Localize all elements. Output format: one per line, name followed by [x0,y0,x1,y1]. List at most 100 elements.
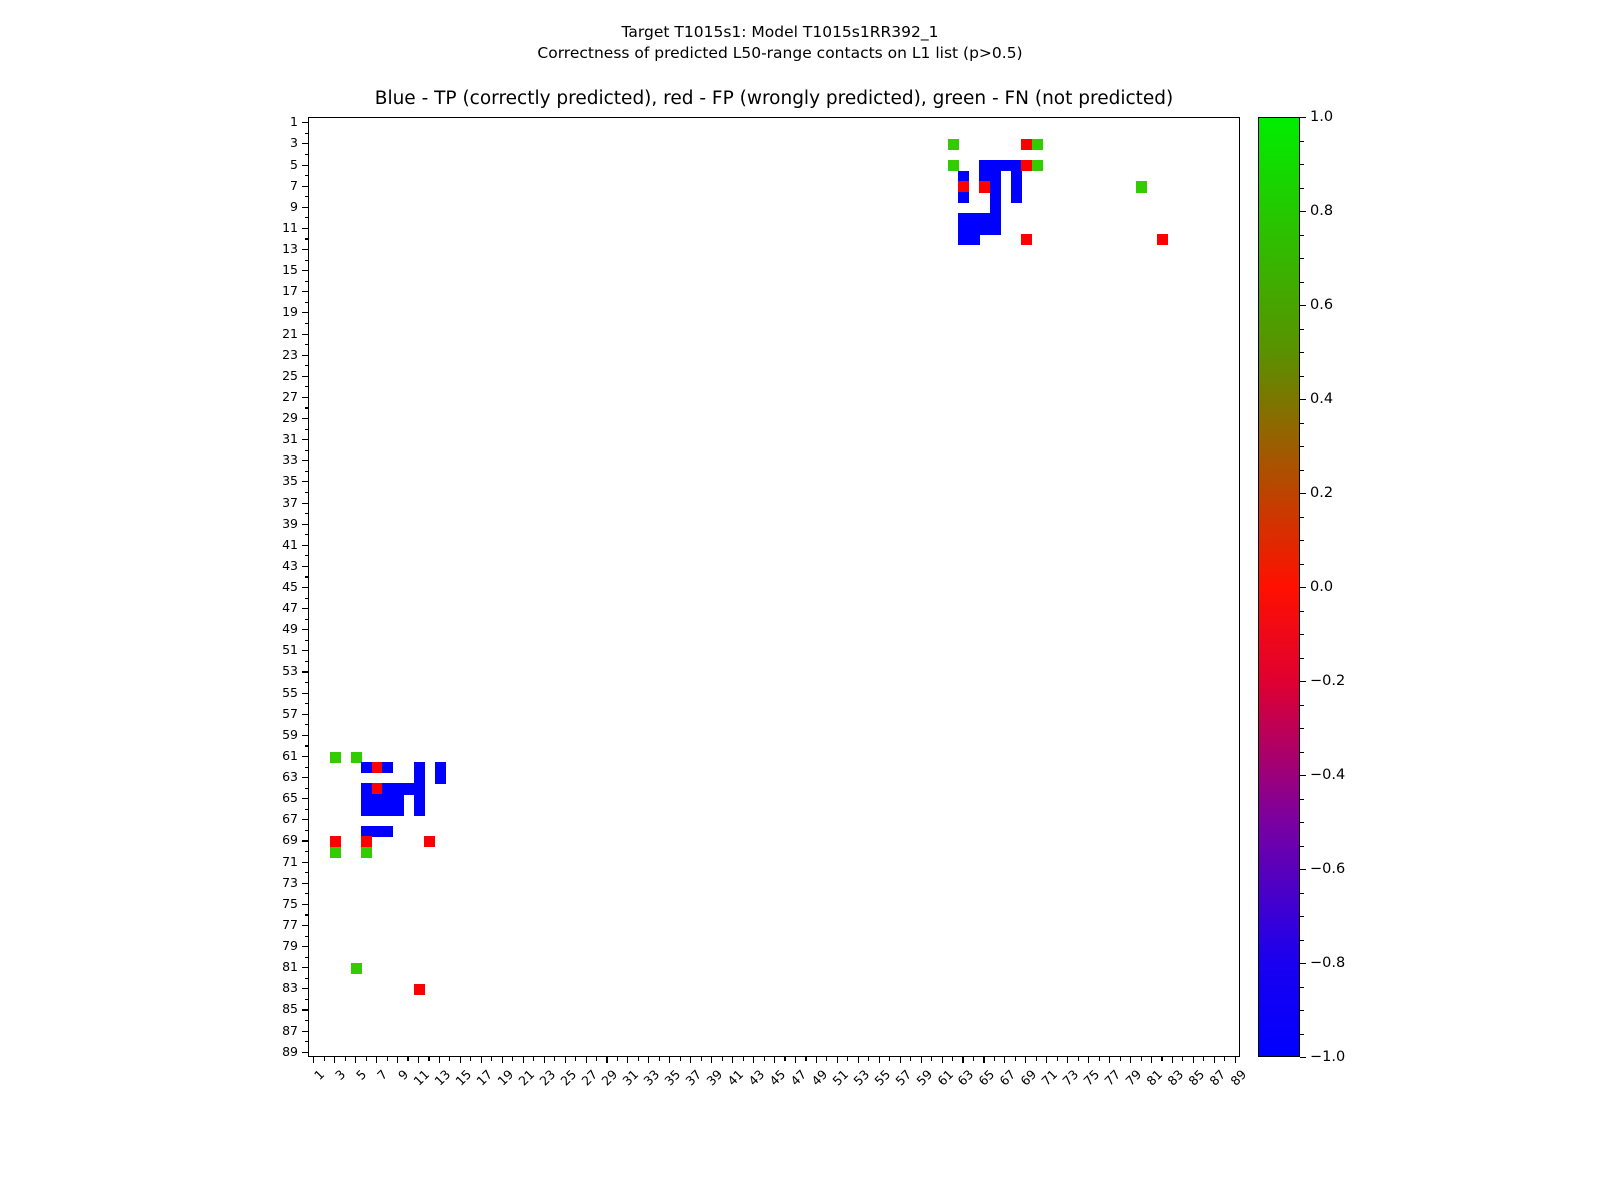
contact-cell-blue [361,793,373,806]
x-tick-mark [491,1057,493,1061]
y-tick-mark [304,491,308,494]
x-tick-mark [1130,1057,1132,1063]
y-tick-mark [304,597,308,599]
y-tick-mark [304,745,308,747]
y-tick-mark [302,523,308,525]
y-tick-label: 3 [290,135,298,151]
y-tick-label: 57 [282,705,298,721]
y-tick-label: 59 [282,726,298,742]
contact-cell-green [1136,181,1148,193]
x-tick-mark [742,1057,744,1061]
y-tick-label: 29 [282,410,298,425]
colorbar-minor-tick-mark [1300,140,1304,142]
y-tick-mark [302,375,308,377]
colorbar-tick-label: 1.0 [1310,109,1334,125]
colorbar-tick-label: −0.4 [1310,767,1346,783]
x-tick-mark [1213,1057,1215,1063]
x-tick-mark [397,1057,399,1063]
y-tick-label: 51 [282,642,298,658]
colorbar [1258,117,1300,1057]
x-tick-mark [794,1057,797,1063]
y-tick-mark [302,734,308,736]
y-tick-mark [302,502,308,504]
contact-cell-blue [1010,181,1022,193]
x-tick-mark [910,1057,912,1061]
contact-cell-blue [361,783,373,795]
x-tick-mark [334,1057,336,1063]
y-tick-mark [304,977,308,979]
x-tick-mark [344,1057,346,1061]
x-tick-mark [365,1057,367,1061]
contact-cell-blue [382,825,394,837]
y-tick-label: 49 [282,621,298,637]
x-tick-mark [323,1057,325,1061]
y-tick-mark [302,143,308,145]
y-tick-mark [304,301,308,303]
x-tick-mark [1046,1057,1048,1063]
x-tick-mark [637,1057,639,1061]
x-tick-mark [616,1057,618,1061]
colorbar-minor-tick-mark [1300,1033,1304,1035]
contact-cell-green [361,846,373,858]
x-tick-mark [805,1057,807,1061]
y-tick-mark [302,608,308,610]
y-tick-label: 25 [282,367,298,383]
colorbar-minor-tick-mark [1300,822,1304,824]
colorbar-minor-tick-mark [1300,352,1304,354]
y-tick-mark [302,206,308,208]
x-tick-mark [512,1057,514,1061]
contact-cell-blue [392,804,404,816]
colorbar-minor-tick-mark [1300,939,1304,941]
y-tick-label: 73 [282,874,298,890]
contact-cell-blue [979,160,991,172]
colorbar-tick-mark [1300,211,1306,213]
y-tick-mark [304,851,308,853]
colorbar-minor-tick-mark [1300,728,1304,730]
x-tick-mark [962,1057,964,1063]
contact-cell-blue [958,170,970,182]
y-tick-mark [304,175,308,177]
y-tick-mark [304,555,308,557]
x-tick-mark [847,1057,849,1061]
y-tick-label: 47 [282,600,298,616]
contact-cell-blue [434,772,446,784]
y-tick-mark [302,946,308,948]
y-tick-label: 61 [282,747,298,763]
colorbar-minor-tick-mark [1300,1010,1304,1012]
x-tick-mark [857,1057,859,1063]
colorbar-tick-label: −0.8 [1310,955,1346,971]
x-tick-mark [1025,1057,1027,1063]
y-tick-label: 83 [282,980,298,996]
y-tick-label: 43 [282,557,298,573]
colorbar-minor-tick-mark [1300,281,1304,283]
y-tick-mark [302,312,308,314]
contact-cell-blue [382,804,394,816]
x-tick-mark [1098,1057,1100,1061]
x-tick-mark [784,1057,786,1061]
y-tick-label: 55 [282,684,298,700]
y-tick-mark [304,893,308,895]
y-tick-mark [304,639,308,641]
x-tick-mark [1004,1057,1006,1063]
contact-cell-blue [361,825,373,837]
x-tick-mark [836,1057,838,1063]
y-tick-label: 39 [282,515,298,531]
y-tick-mark [302,249,308,251]
x-tick-mark [554,1057,556,1061]
contact-cell-blue [1000,160,1012,172]
contact-cell-blue [361,804,373,816]
contact-cell-blue [382,762,394,774]
y-tick-mark [304,618,308,620]
colorbar-minor-tick-mark [1300,375,1304,377]
y-tick-label: 1 [290,114,298,130]
colorbar-minor-tick-mark [1300,187,1304,189]
contact-cell-blue [371,804,383,816]
colorbar-gradient [1259,118,1299,1056]
y-tick-mark [302,671,308,673]
colorbar-minor-tick-mark [1300,493,1304,495]
colorbar-tick-mark [1300,305,1306,307]
contact-cell-blue [958,191,970,204]
y-tick-label: 45 [282,579,298,594]
y-tick-mark [304,682,308,684]
y-tick-mark [304,365,308,367]
